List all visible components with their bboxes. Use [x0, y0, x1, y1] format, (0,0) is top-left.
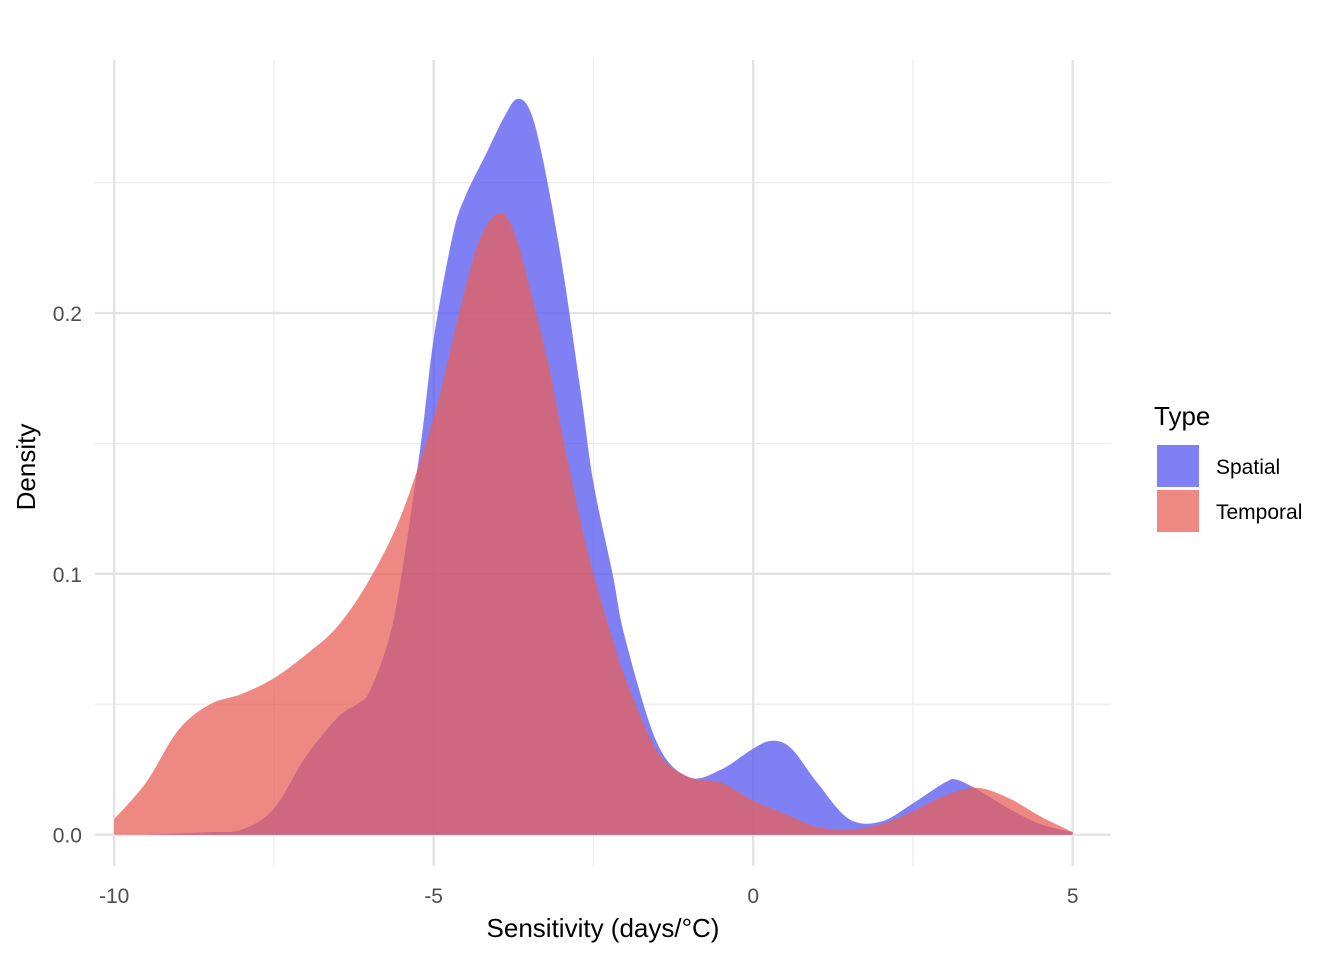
legend-label-temporal: Temporal — [1216, 501, 1302, 524]
y-axis-title: Density — [11, 424, 41, 511]
y-tick-label: 0.0 — [53, 825, 82, 848]
y-tick-label: 0.2 — [53, 303, 82, 326]
legend-title: Type — [1154, 401, 1210, 431]
legend: Type Spatial Temporal — [1154, 401, 1302, 532]
x-tick-label: 0 — [747, 885, 759, 908]
legend-items: Spatial Temporal — [1157, 445, 1302, 532]
x-tick-label: -10 — [99, 885, 129, 908]
legend-key-temporal — [1157, 490, 1199, 532]
x-tick-label: 5 — [1067, 885, 1079, 908]
density-series — [114, 98, 1073, 835]
x-axis-title: Sensitivity (days/°C) — [487, 913, 720, 943]
legend-label-spatial: Spatial — [1216, 456, 1280, 479]
axis-ticks: -10 -5 0 5 0.0 0.1 0.2 — [53, 303, 1079, 908]
x-tick-label: -5 — [424, 885, 443, 908]
legend-key-spatial — [1157, 445, 1199, 487]
y-tick-label: 0.1 — [53, 564, 82, 587]
density-area-temporal — [114, 212, 1073, 835]
